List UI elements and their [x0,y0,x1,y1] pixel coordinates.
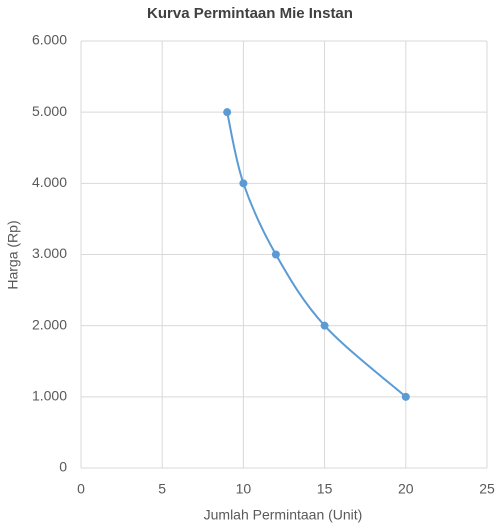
point [223,108,232,117]
x-tick-label: 5 [158,481,166,497]
point [320,321,329,330]
x-axis-label: Jumlah Permintaan (Unit) [204,507,363,523]
y-tick-label: 4.000 [32,174,67,190]
x-tick-label: 10 [236,481,252,497]
y-tick-label: 1.000 [32,388,67,404]
point [239,179,248,188]
x-tick-label: 15 [317,481,333,497]
y-tick-label: 0 [59,459,67,475]
x-tick-label: 20 [398,481,414,497]
x-tick-label: 0 [77,481,85,497]
point [401,392,410,401]
y-axis-label: Harga (Rp) [5,220,21,289]
y-tick-label: 5.000 [32,103,67,119]
y-tick-label: 6.000 [32,32,67,48]
y-tick-label: 3.000 [32,245,67,261]
point [271,250,280,259]
x-tick-label: 25 [479,481,495,497]
y-tick-label: 2.000 [32,316,67,332]
chart-title: Kurva Permintaan Mie Instan [147,5,353,22]
curve [226,111,407,398]
